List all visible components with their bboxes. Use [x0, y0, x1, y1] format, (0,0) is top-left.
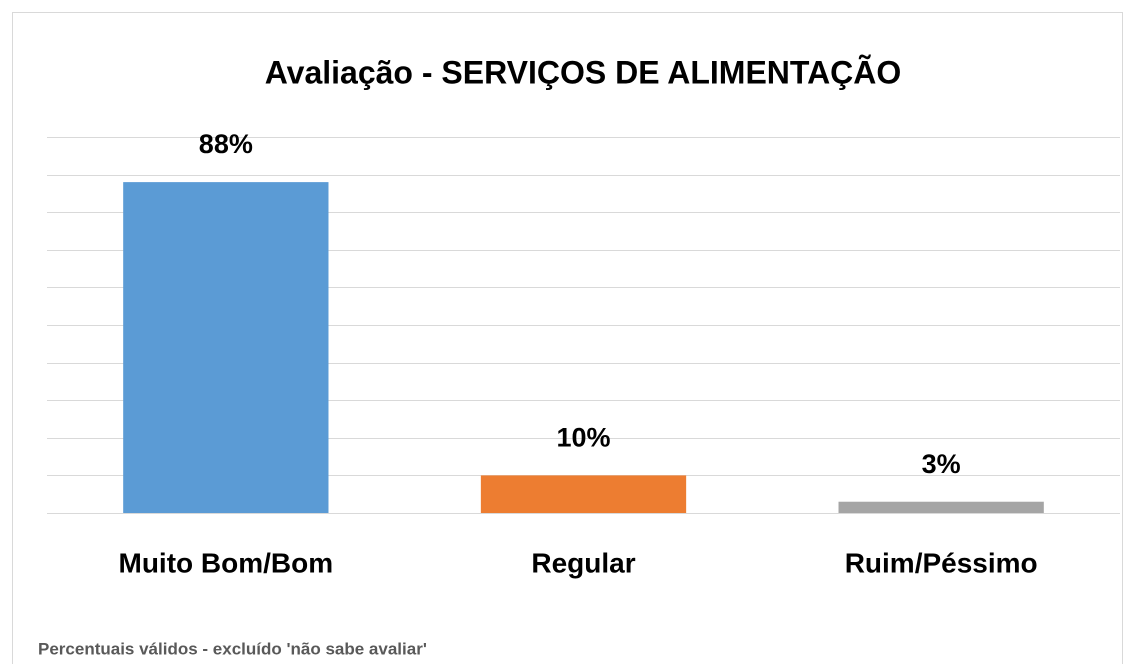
x-tick-label: Ruim/Péssimo: [845, 547, 1038, 578]
chart-title: Avaliação - SERVIÇOS DE ALIMENTAÇÃO: [265, 54, 902, 90]
x-tick-label: Muito Bom/Bom: [119, 547, 334, 578]
bar: [123, 182, 329, 513]
data-label: 88%: [199, 129, 253, 159]
annotation: Percentuais válidos - excluído 'não sabe…: [38, 639, 427, 658]
data-label: 3%: [922, 449, 961, 479]
bar: [838, 501, 1044, 513]
bar: [480, 475, 687, 513]
data-label: 10%: [556, 423, 610, 453]
x-tick-label: Regular: [531, 547, 635, 578]
